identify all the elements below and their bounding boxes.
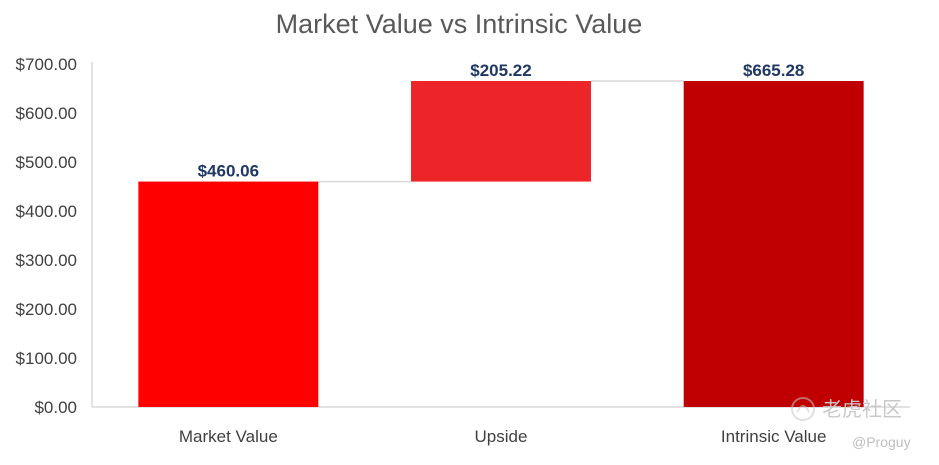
y-tick-label: $700.00 [16, 55, 77, 74]
y-tick-label: $400.00 [16, 202, 77, 221]
tiger-logo-icon [791, 397, 815, 421]
y-tick-label: $600.00 [16, 104, 77, 123]
data-label: $205.22 [470, 61, 531, 80]
y-tick-label: $300.00 [16, 251, 77, 270]
bar-market-value [138, 181, 319, 407]
bar-upside [411, 81, 591, 182]
data-labels: $460.06 $205.22 $665.28 [198, 61, 805, 181]
x-tick-label: Intrinsic Value [721, 427, 827, 446]
y-tick-label: $200.00 [16, 300, 77, 319]
y-tick-label: $500.00 [16, 153, 77, 172]
tick-labels: $0.00 $100.00 $200.00 $300.00 $400.00 $500.00… [16, 55, 827, 446]
y-tick-label: $100.00 [16, 349, 77, 368]
watermark-brand: 老虎社区 [822, 398, 902, 421]
bar-intrinsic-value [683, 81, 864, 407]
chart-title: Market Value vs Intrinsic Value [276, 9, 643, 39]
watermark-user: @Proguy [852, 434, 911, 450]
connector-lines [318, 80, 684, 183]
x-tick-label: Market Value [179, 427, 278, 446]
watermark: 老虎社区 @Proguy [791, 397, 911, 450]
data-label: $460.06 [198, 162, 259, 181]
y-tick-label: $0.00 [34, 398, 77, 417]
x-tick-label: Upside [475, 427, 528, 446]
data-label: $665.28 [743, 61, 804, 80]
bars [138, 81, 864, 407]
